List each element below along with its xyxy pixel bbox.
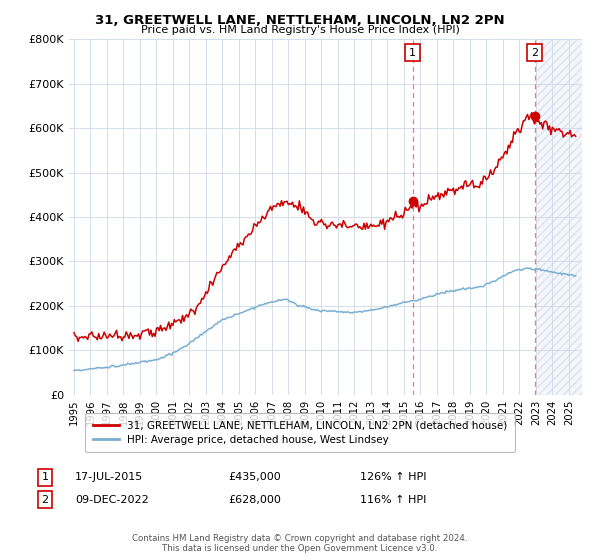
- Text: £435,000: £435,000: [228, 472, 281, 482]
- Text: 2: 2: [41, 494, 49, 505]
- Text: 17-JUL-2015: 17-JUL-2015: [75, 472, 143, 482]
- Text: 1: 1: [41, 472, 49, 482]
- Text: 31, GREETWELL LANE, NETTLEHAM, LINCOLN, LN2 2PN: 31, GREETWELL LANE, NETTLEHAM, LINCOLN, …: [95, 14, 505, 27]
- Bar: [536, 39, 582, 395]
- Text: Price paid vs. HM Land Registry's House Price Index (HPI): Price paid vs. HM Land Registry's House …: [140, 25, 460, 35]
- Text: £628,000: £628,000: [228, 494, 281, 505]
- Legend: 31, GREETWELL LANE, NETTLEHAM, LINCOLN, LN2 2PN (detached house), HPI: Average p: 31, GREETWELL LANE, NETTLEHAM, LINCOLN, …: [85, 413, 515, 452]
- Text: 1: 1: [409, 48, 416, 58]
- Text: 126% ↑ HPI: 126% ↑ HPI: [360, 472, 427, 482]
- Text: 2: 2: [531, 48, 538, 58]
- Text: 09-DEC-2022: 09-DEC-2022: [75, 494, 149, 505]
- Bar: [536, 39, 582, 395]
- Text: Contains HM Land Registry data © Crown copyright and database right 2024.
This d: Contains HM Land Registry data © Crown c…: [132, 534, 468, 553]
- Text: 116% ↑ HPI: 116% ↑ HPI: [360, 494, 427, 505]
